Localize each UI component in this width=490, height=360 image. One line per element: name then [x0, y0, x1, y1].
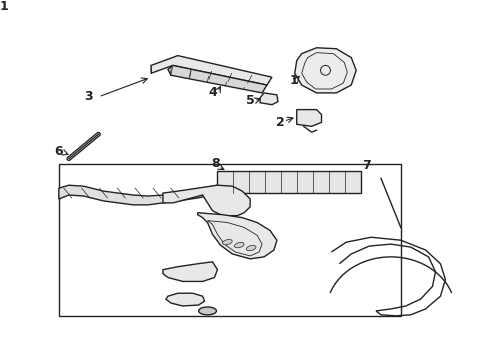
Polygon shape [59, 185, 218, 205]
Text: 4: 4 [208, 86, 217, 99]
Text: 1: 1 [290, 74, 298, 87]
Text: 3: 3 [84, 90, 93, 103]
Ellipse shape [222, 239, 232, 245]
Polygon shape [166, 293, 204, 306]
Text: 6: 6 [54, 145, 63, 158]
Polygon shape [197, 213, 277, 259]
Text: 2: 2 [275, 116, 284, 129]
Polygon shape [168, 66, 267, 93]
Text: 8: 8 [211, 157, 220, 170]
Ellipse shape [198, 307, 217, 315]
Polygon shape [163, 262, 218, 282]
Text: 7: 7 [362, 159, 370, 172]
Polygon shape [163, 185, 250, 216]
Polygon shape [151, 55, 272, 85]
Bar [218, 171, 361, 193]
Text: 5: 5 [246, 94, 254, 107]
Ellipse shape [234, 242, 244, 248]
Bar [59, 163, 401, 316]
Polygon shape [297, 109, 321, 126]
Polygon shape [260, 93, 278, 105]
Ellipse shape [246, 246, 256, 251]
Polygon shape [295, 48, 356, 93]
Text: 1: 1 [0, 0, 9, 13]
